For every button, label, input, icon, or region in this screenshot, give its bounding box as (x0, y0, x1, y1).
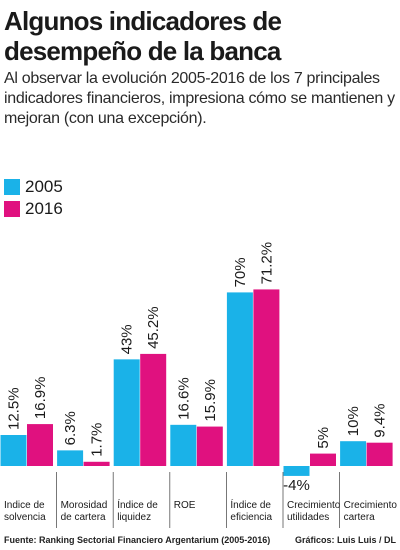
bar-2016 (196, 426, 223, 466)
category-label: Crecimiento cartera (344, 500, 398, 523)
data-label: 6.3% (62, 411, 79, 445)
bar-2016 (310, 453, 336, 466)
source-note: Fuente: Ranking Sectorial Financiero Arg… (4, 535, 271, 545)
bar-2005 (170, 424, 197, 466)
bar-2005 (226, 292, 253, 466)
data-label: 5% (315, 427, 332, 449)
category-label: Morosidad de cartera (61, 500, 108, 523)
bar-2016 (27, 424, 53, 466)
data-label: 70% (232, 257, 249, 287)
legend-label-2005: 2005 (25, 177, 63, 196)
bar-2016 (366, 442, 393, 466)
data-label: 12.5% (6, 387, 23, 430)
chart-subtitle: Al observar la evolución 2005-2016 de lo… (4, 70, 395, 127)
data-label: 45.2% (145, 306, 162, 349)
data-label: 71.2% (258, 242, 275, 285)
legend-item-2016: 2016 (4, 198, 63, 220)
data-label: 16.9% (32, 377, 49, 420)
data-label: 10% (345, 406, 362, 436)
bar-2016 (83, 461, 110, 466)
bar-2005 (340, 441, 367, 466)
category-label: Indice de solvencia (4, 500, 46, 523)
legend-swatch-2016 (4, 201, 20, 217)
data-label: 43% (119, 324, 136, 354)
bar-2016 (140, 353, 167, 466)
bar-2005 (0, 435, 27, 466)
bar-2005 (113, 359, 140, 466)
category-label: Índice de eficiencia (230, 498, 272, 523)
data-label: -4% (283, 477, 310, 494)
category-label: ROE (174, 500, 196, 511)
bar-2005 (57, 450, 84, 466)
legend-swatch-2005 (4, 179, 20, 195)
credit-note: Gráficos: Luis Luis / DL (294, 535, 396, 545)
data-label: 16.6% (175, 377, 192, 420)
data-label: 15.9% (202, 379, 219, 422)
legend-item-2005: 2005 (4, 176, 63, 198)
category-label: Crecimiento utilidades (287, 500, 341, 523)
data-label: 9.4% (372, 403, 389, 437)
bar-2016 (253, 289, 280, 466)
category-label: Índice de liquidez (117, 498, 158, 523)
legend-label-2016: 2016 (25, 199, 63, 218)
legend: 2005 2016 (4, 176, 63, 220)
chart-title: Algunos indicadores de desempeño de la b… (4, 6, 282, 66)
bar-2005 (283, 466, 310, 476)
data-label: 1.7% (89, 423, 106, 457)
